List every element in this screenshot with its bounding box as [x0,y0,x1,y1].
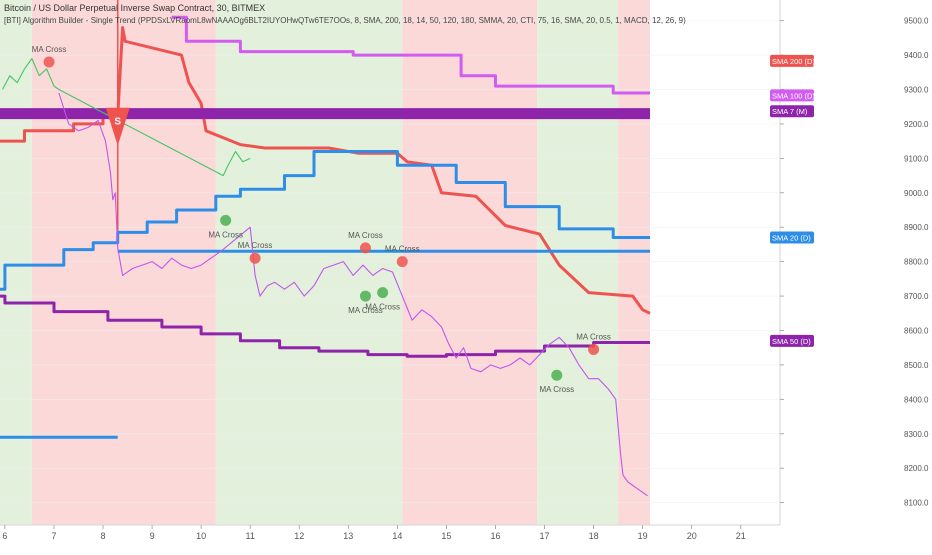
x-tick-label: 9 [150,531,155,541]
ma-cross-up-marker [551,369,563,381]
series-sma-200-d- [0,26,651,315]
trend-zone-up [0,0,32,525]
line-label-text: SMA 100 (D) [772,91,815,100]
y-tick-label: 9100.0 [904,154,929,163]
x-tick-label: 20 [687,531,697,541]
sell-signal-marker [105,107,130,146]
x-axis-panel [0,525,780,550]
y-tick-label: 9000.0 [904,189,929,198]
trend-zone-down [618,0,650,525]
y-tick-label: 8600.0 [904,326,929,335]
trend-zone-up [537,0,619,525]
ma-cross-down-marker [359,242,371,254]
x-tick-label: 8 [101,531,106,541]
x-tick-label: 11 [246,531,255,541]
y-tick-label: 9500.0 [904,17,929,26]
line-label-box [770,54,814,67]
x-tick-label: 7 [51,531,56,541]
ma-cross-label: MA Cross [348,231,383,240]
ma-cross-label: MA Cross [32,45,67,54]
trend-zone-down [402,0,538,525]
indicator-description: [BTI] Algorithm Builder - Single Trend (… [4,16,686,25]
x-tick-label: 14 [392,531,402,541]
x-tick-label: 18 [589,531,599,541]
x-tick-label: 13 [343,531,353,541]
series-price-up- [2,57,251,177]
line-label-text: SMA 7 (M) [772,107,808,116]
y-tick-label: 8200.0 [904,464,929,473]
chart-title: Bitcoin / US Dollar Perpetual Inverse Sw… [4,3,266,13]
ma-cross-label: MA Cross [348,306,383,315]
ma-cross-up-marker [220,214,232,226]
ma-cross-up-marker [359,290,371,302]
sell-signal-label: S [114,117,121,128]
y-tick-label: 8800.0 [904,258,929,267]
line-label-text: SMA 200 (D) [772,57,815,66]
y-tick-label: 8400.0 [904,395,929,404]
line-label-box [770,89,814,102]
y-tick-label: 8300.0 [904,430,929,439]
x-tick-label: 19 [638,531,648,541]
line-label-text: SMA 20 (D) [772,234,811,243]
trend-zone-up [215,0,403,525]
series-sma-100-d- [171,15,650,95]
ma-cross-down-marker [396,256,408,268]
x-tick-label: 6 [2,531,7,541]
x-tick-label: 17 [540,531,550,541]
line-label-text: SMA 50 (D) [772,337,811,346]
ma-cross-label: MA Cross [385,245,420,254]
x-tick-label: 21 [736,531,746,541]
y-tick-label: 8900.0 [904,223,929,232]
y-tick-label: 9300.0 [904,86,929,95]
ma-cross-down-marker [43,56,55,68]
x-tick-label: 10 [196,531,206,541]
series-sma-20-d- [0,150,650,291]
ma-cross-label: MA Cross [365,303,400,312]
x-tick-label: 15 [441,531,451,541]
y-tick-label: 8700.0 [904,292,929,301]
y-tick-label: 9400.0 [904,51,929,60]
y-tick-label: 8500.0 [904,361,929,370]
ma-cross-down-marker [588,343,600,355]
series-price [58,92,648,497]
line-label-box [770,334,814,347]
series-sma-50-d- [0,294,650,358]
x-tick-label: 12 [294,531,304,541]
ma-cross-label: MA Cross [208,230,243,239]
x-tick-label: 16 [490,531,500,541]
line-label-box [770,105,814,118]
y-tick-label: 8100.0 [904,499,929,508]
y-tick-label: 9200.0 [904,120,929,129]
line-label-box [770,231,814,244]
ma-cross-up-marker [377,287,389,299]
ma-cross-label: MA Cross [539,385,574,394]
ma-cross-label: MA Cross [576,332,611,341]
ma-cross-label: MA Cross [238,241,273,250]
ma-cross-down-marker [249,252,261,264]
